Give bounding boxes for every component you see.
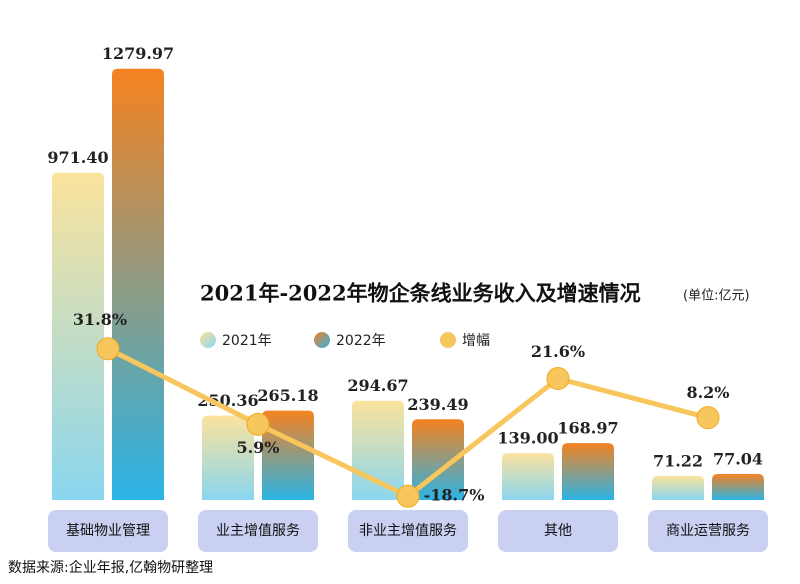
legend-label: 2022年 xyxy=(336,333,386,349)
value-label: 168.97 xyxy=(557,419,618,438)
legend-swatch xyxy=(200,332,216,348)
bar xyxy=(352,400,404,500)
source-note: 数据来源:企业年报,亿翰物研整理 xyxy=(8,559,213,576)
bar xyxy=(112,68,164,500)
growth-point xyxy=(246,412,270,436)
value-label: 71.22 xyxy=(653,452,703,471)
growth-label: -18.7% xyxy=(424,486,485,505)
category-box xyxy=(198,510,318,552)
chart-subtitle: (单位:亿元) xyxy=(683,289,750,304)
growth-point xyxy=(546,367,570,391)
bar xyxy=(202,415,254,500)
growth-label: 5.9% xyxy=(236,438,279,457)
category-box xyxy=(648,510,768,552)
growth-label: 8.2% xyxy=(686,383,729,402)
growth-point xyxy=(396,484,420,508)
x-tick-label: 商业运营服务 xyxy=(666,523,750,539)
category-box xyxy=(348,510,468,552)
x-tick-label: 业主增值服务 xyxy=(216,523,300,539)
chart-title: 2021年-2022年物企条线业务收入及增速情况 xyxy=(200,281,641,306)
legend-label: 2021年 xyxy=(222,333,272,349)
value-label: 294.67 xyxy=(347,376,408,395)
bar xyxy=(712,474,764,500)
category-box xyxy=(498,510,618,552)
bar xyxy=(652,476,704,500)
x-tick-label: 基础物业管理 xyxy=(66,522,150,539)
bar xyxy=(52,172,104,500)
growth-label: 21.6% xyxy=(531,342,585,361)
legend-label: 增幅 xyxy=(462,333,490,349)
value-label: 250.36 xyxy=(197,391,258,410)
legend-swatch xyxy=(440,332,456,348)
growth-point xyxy=(696,406,720,430)
x-tick-label: 其他 xyxy=(544,523,572,539)
value-label: 77.04 xyxy=(713,450,763,469)
category-box xyxy=(48,510,168,552)
value-label: 1279.97 xyxy=(102,44,174,63)
x-tick-label: 非业主增值服务 xyxy=(359,523,457,539)
growth-point xyxy=(96,337,120,361)
value-label: 139.00 xyxy=(497,429,558,448)
growth-label: 31.8% xyxy=(73,310,127,329)
bar xyxy=(502,453,554,500)
value-label: 265.18 xyxy=(257,386,318,405)
value-label: 239.49 xyxy=(407,395,468,414)
bar xyxy=(562,443,614,500)
value-label: 971.40 xyxy=(47,148,108,167)
legend-swatch xyxy=(314,332,330,348)
